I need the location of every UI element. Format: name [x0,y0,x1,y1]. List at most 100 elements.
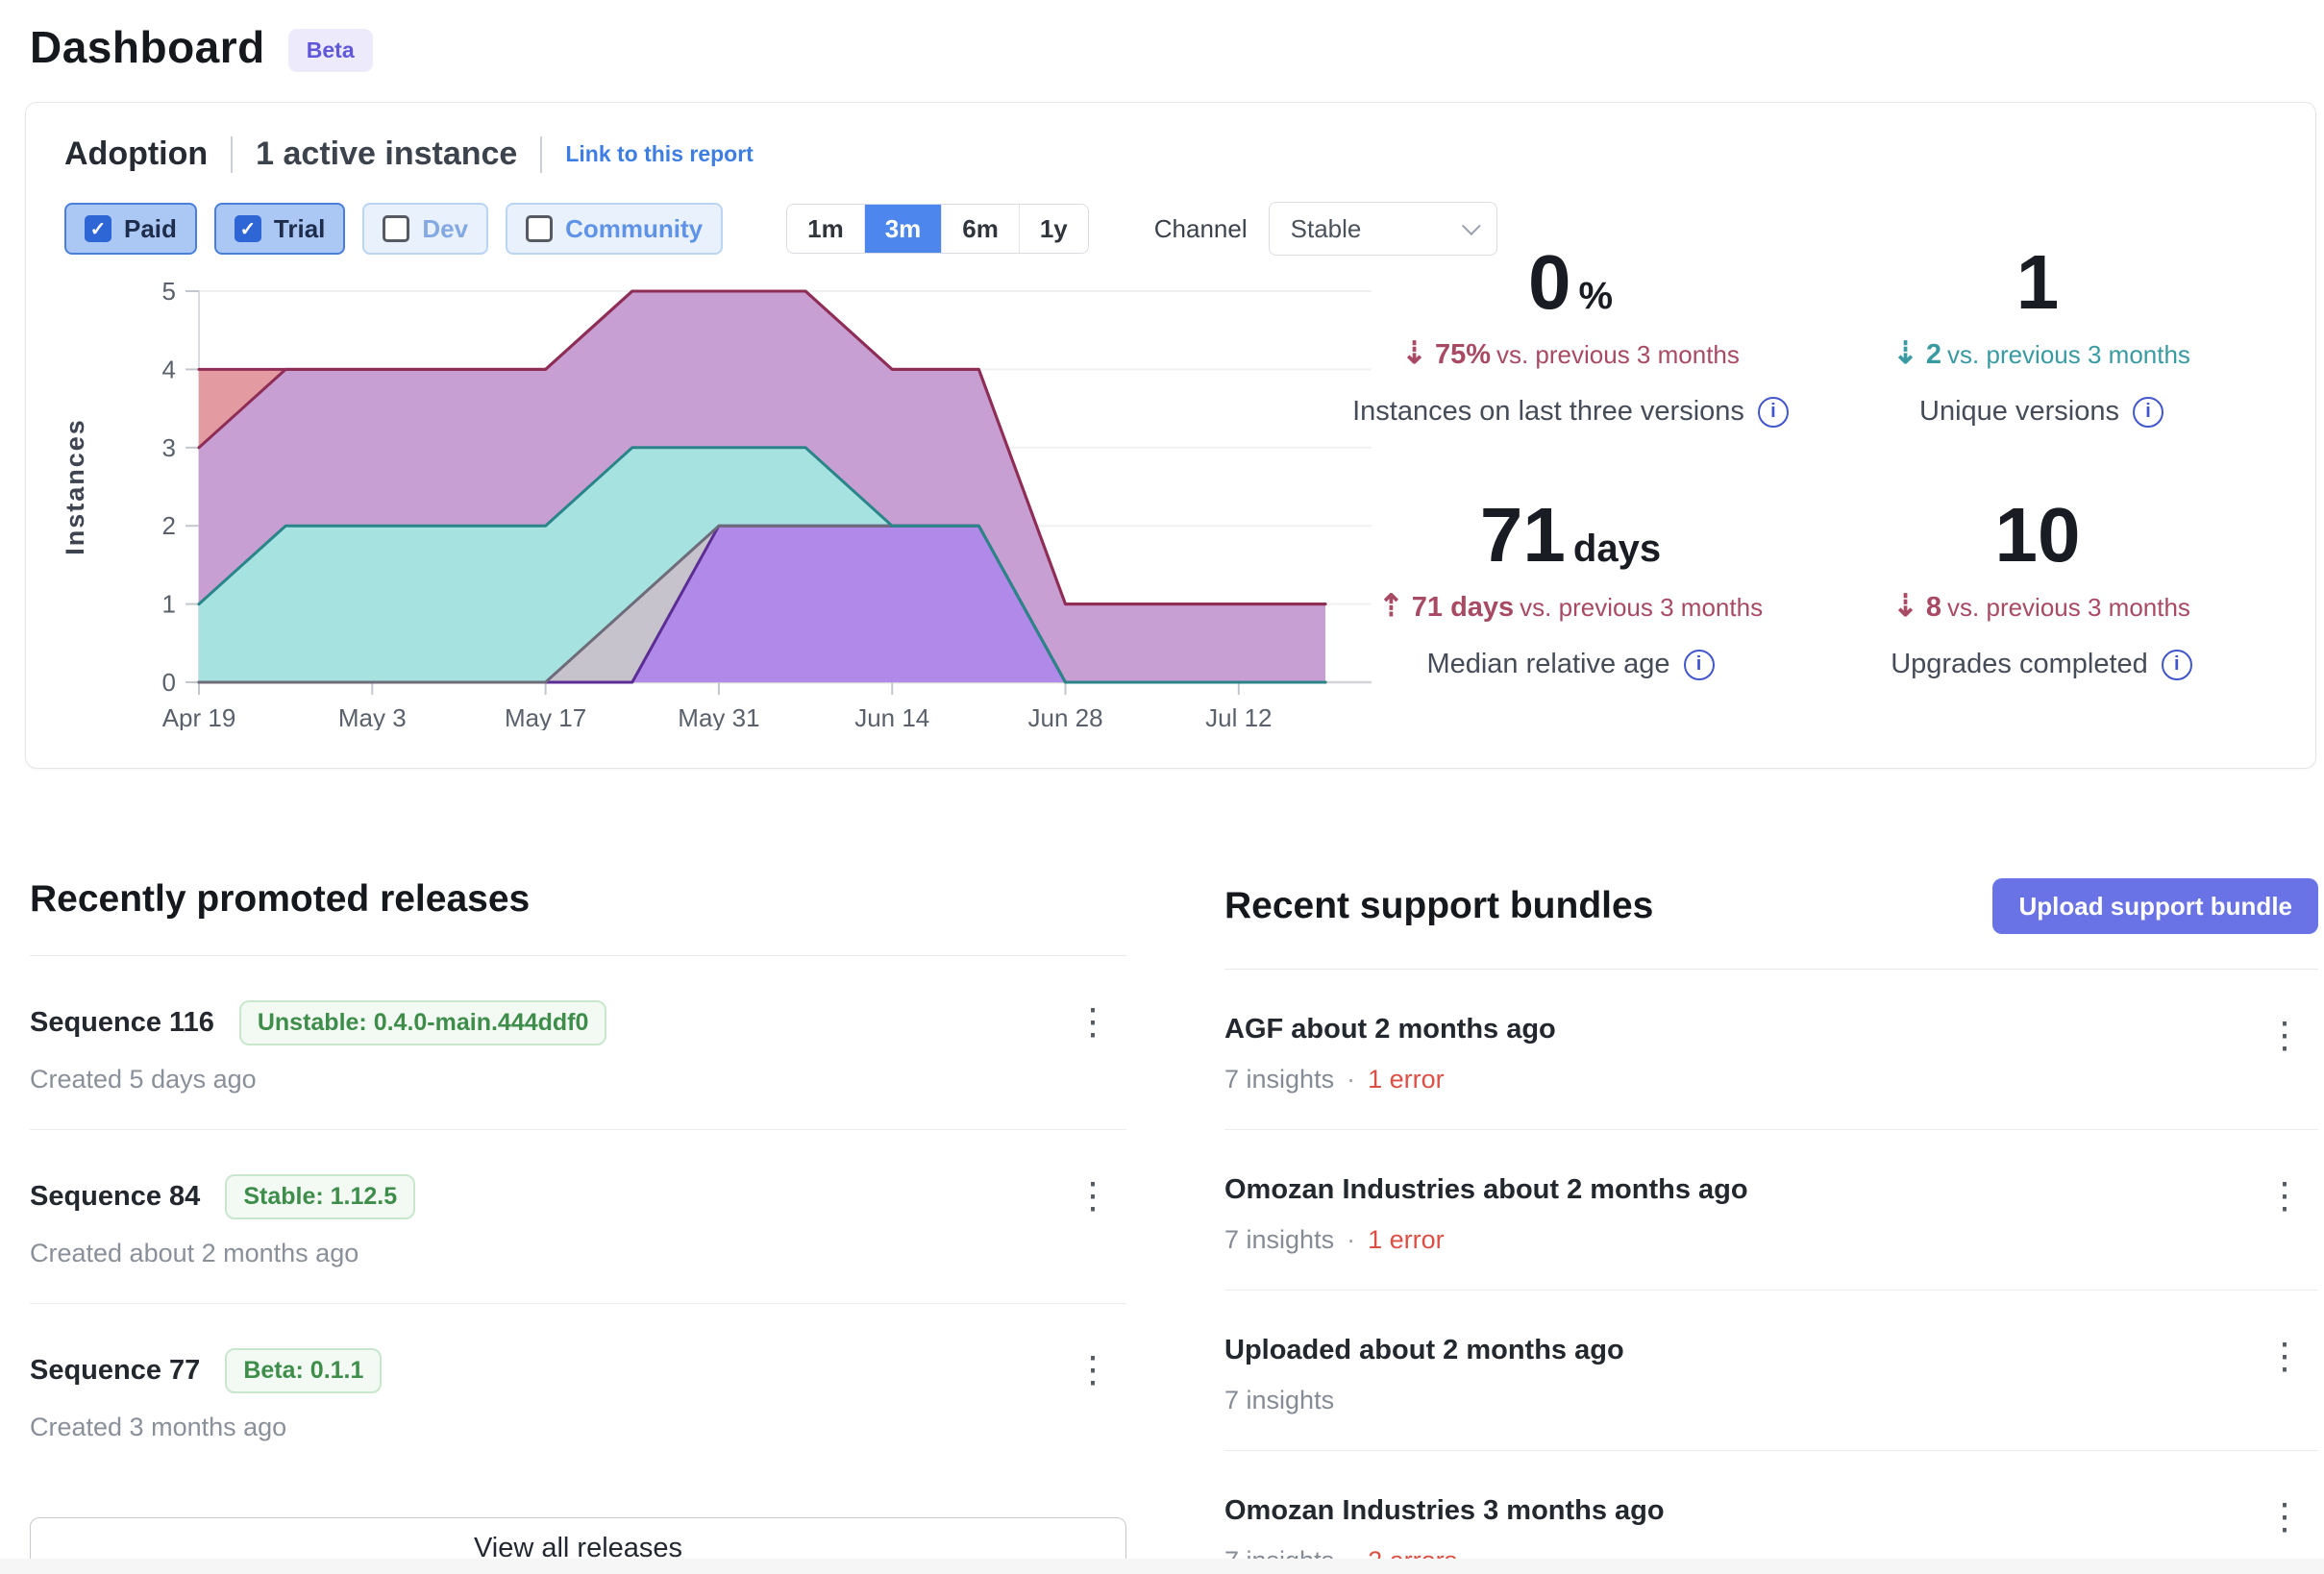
bundle-meta: 7 insights · 1 error [1224,1225,2318,1255]
stat-delta: ⇣ 2 vs. previous 3 months [1892,335,2190,370]
time-range-selector: 1m 3m 6m 1y [786,204,1089,254]
svg-text:2: 2 [162,511,176,540]
filter-paid-checkbox[interactable]: ✓ Paid [64,203,197,255]
svg-text:3: 3 [162,433,176,462]
support-bundle-row[interactable]: Omozan Industries 3 months ago 7 insight… [1224,1451,2318,1574]
info-icon[interactable]: i [2161,649,2192,680]
support-bundles-section: Recent support bundles Upload support bu… [1224,878,2318,1574]
stat-median-relative-age: 71 days ⇡ 71 days vs. previous 3 months Me… [1335,497,1806,680]
kebab-menu-icon[interactable]: ⋮ [2266,1337,2303,1377]
releases-section: Recently promoted releases Sequence 116 … [30,878,1126,1574]
kebab-menu-icon[interactable]: ⋮ [2266,1176,2303,1217]
svg-text:1: 1 [162,590,176,619]
unchecked-checkbox-icon [383,215,410,242]
svg-text:Jun 14: Jun 14 [854,703,929,730]
bundle-title: Omozan Industries 3 months ago [1224,1495,1665,1526]
filter-label: Community [565,213,704,243]
kebab-menu-icon[interactable]: ⋮ [2266,1497,2303,1537]
insights-count: 7 insights [1224,1225,1335,1254]
svg-text:May 17: May 17 [505,703,586,730]
insights-count: 7 insights [1224,1386,1335,1414]
lower-sections: Recently promoted releases Sequence 116 … [30,878,2318,1574]
active-instance-count: 1 active instance [256,135,518,172]
svg-text:Jul 12: Jul 12 [1205,703,1272,730]
support-bundle-row[interactable]: Omozan Industries about 2 months ago 7 i… [1224,1130,2318,1291]
support-bundle-row[interactable]: AGF about 2 months ago 7 insights · 1 er… [1224,970,2318,1130]
release-row[interactable]: Sequence 84 Stable: 1.12.5 Created about… [30,1130,1126,1304]
stat-unique-versions: 1 ⇣ 2 vs. previous 3 months Unique version… [1806,244,2277,428]
info-icon[interactable]: i [1683,649,1715,680]
stat-delta: ⇡ 71 days vs. previous 3 months [1377,588,1764,623]
channel-selected-value: Stable [1290,213,1362,243]
bundle-title: Uploaded about 2 months ago [1224,1335,1624,1365]
bundles-heading: Recent support bundles [1224,885,1654,926]
filter-label: Paid [124,213,177,243]
page-title: Dashboard [30,22,265,72]
range-1y-button[interactable]: 1y [1018,205,1088,253]
adoption-card: Adoption 1 active instance Link to this … [25,102,2316,769]
insights-count: 7 insights [1224,1065,1335,1094]
bundle-meta: 7 insights [1224,1386,2318,1415]
svg-text:Jun 28: Jun 28 [1027,703,1102,730]
filter-trial-checkbox[interactable]: ✓ Trial [213,203,346,255]
stat-value: 10 [1994,492,2081,578]
stat-value: 0 [1527,239,1571,325]
release-row[interactable]: Sequence 116 Unstable: 0.4.0-main.444ddf… [30,956,1126,1130]
stat-label: Unique versions [1919,396,2119,427]
svg-text:May 31: May 31 [678,703,759,730]
trend-down-arrow-icon: ⇣ [1892,335,1918,370]
release-created: Created 5 days ago [30,1065,257,1094]
link-to-report[interactable]: Link to this report [565,141,754,166]
divider [30,955,1126,956]
filter-row: ✓ Paid ✓ Trial Dev Community 1m 3m 6m 1y… [64,202,2315,256]
release-created: Created about 2 months ago [30,1239,359,1267]
kebab-menu-icon[interactable]: ⋮ [1075,1002,1111,1043]
stat-label: Median relative age [1426,649,1670,679]
checked-checkbox-icon: ✓ [234,215,261,242]
bundle-title: Omozan Industries about 2 months ago [1224,1174,1748,1205]
adoption-card-header: Adoption 1 active instance Link to this … [64,135,2315,173]
filter-label: Trial [273,213,326,243]
range-1m-button[interactable]: 1m [787,205,864,253]
adoption-heading: Adoption [64,135,209,172]
info-icon[interactable]: i [1757,396,1789,428]
stat-value: 71 [1479,492,1566,578]
divider [1224,969,2318,970]
svg-text:5: 5 [162,279,176,306]
kebab-menu-icon[interactable]: ⋮ [1075,1176,1111,1217]
info-icon[interactable]: i [2132,396,2163,428]
releases-heading: Recently promoted releases [30,878,531,920]
svg-text:Instances: Instances [64,418,89,555]
upload-support-bundle-button[interactable]: Upload support bundle [1992,878,2318,934]
chevron-down-icon [1461,216,1481,236]
kebab-menu-icon[interactable]: ⋮ [2266,1016,2303,1056]
range-3m-button[interactable]: 3m [863,205,942,253]
kebab-menu-icon[interactable]: ⋮ [1075,1350,1111,1390]
svg-text:May 3: May 3 [338,703,407,730]
filter-dev-checkbox[interactable]: Dev [362,203,489,255]
stat-delta: ⇣ 8 vs. previous 3 months [1892,588,2190,623]
chart-row: 0 1 2 3 4 5 Apr 19 May 3 May 17 May 31 Jun 14 Jun 2… [61,244,2315,735]
svg-text:4: 4 [162,355,176,383]
dot-separator: · [1347,1225,1356,1254]
trend-down-arrow-icon: ⇣ [1401,335,1427,370]
filter-label: Dev [422,213,469,243]
release-row[interactable]: Sequence 77 Beta: 0.1.1 Created 3 months… [30,1304,1126,1477]
channel-control: Channel Stable [1154,202,1497,256]
adoption-area-chart: 0 1 2 3 4 5 Apr 19 May 3 May 17 May 31 Jun 14 Jun 2… [61,277,1372,732]
error-count: 1 error [1368,1225,1445,1254]
filter-community-checkbox[interactable]: Community [506,203,724,255]
stat-label-row: Median relative age i [1335,649,1806,680]
stat-delta: ⇣ 75% vs. previous 3 months [1401,335,1740,370]
divider [540,135,543,173]
svg-text:Apr 19: Apr 19 [162,703,236,730]
release-title: Sequence 116 [30,1007,214,1038]
support-bundle-row[interactable]: Uploaded about 2 months ago 7 insights ⋮ [1224,1291,2318,1451]
stat-unit: days [1572,528,1662,570]
bundle-meta: 7 insights · 1 error [1224,1065,2318,1094]
channel-label: Channel [1153,213,1248,243]
checked-checkbox-icon: ✓ [85,215,111,242]
channel-select[interactable]: Stable [1268,202,1497,256]
range-6m-button[interactable]: 6m [941,205,1019,253]
adoption-stats: 0 % ⇣ 75% vs. previous 3 months Instances … [1335,244,2277,680]
